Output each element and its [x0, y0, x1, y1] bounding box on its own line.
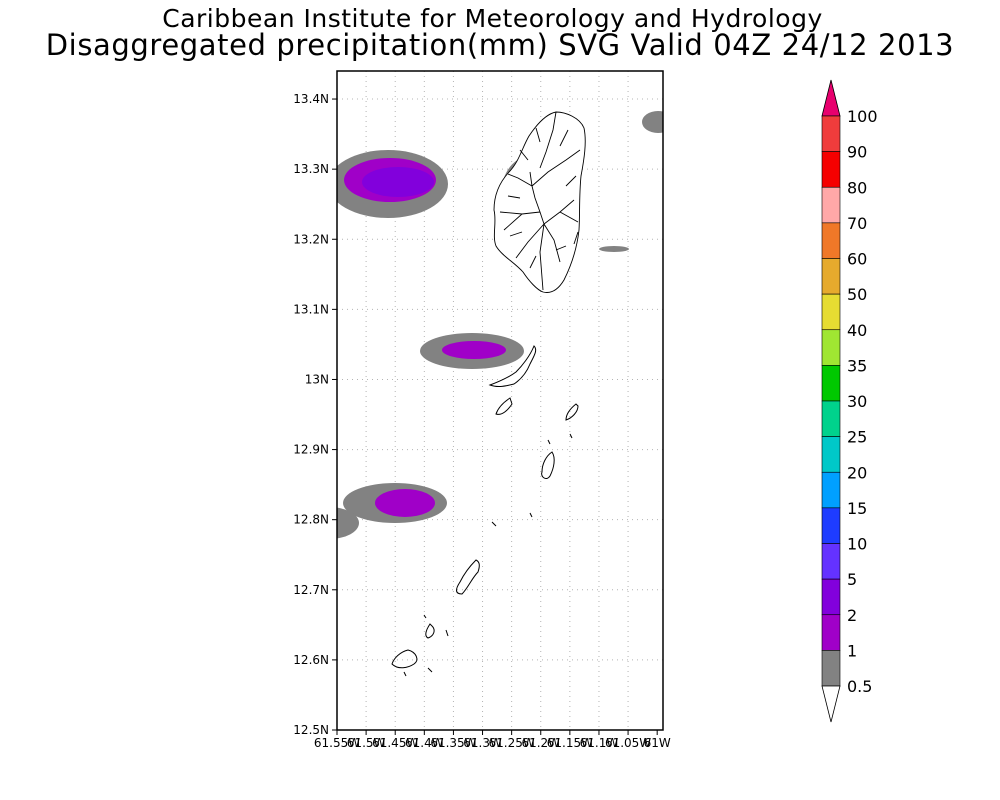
legend-color-box [821, 222, 841, 259]
legend-color-box [821, 115, 841, 152]
legend-arrow-bottom [821, 685, 841, 723]
precip-area [642, 111, 663, 133]
legend-label: 50 [847, 285, 867, 304]
precip-area [337, 150, 448, 218]
legend-color-box [821, 650, 841, 687]
legend-color-box [821, 258, 841, 295]
lon-tick-label: 61.55W [314, 736, 360, 750]
legend-label: 80 [847, 178, 867, 197]
legend-label: 35 [847, 356, 867, 375]
lon-tick-label: 61.35W [430, 736, 476, 750]
legend-label: 25 [847, 428, 867, 447]
legend-color-box [821, 436, 841, 473]
map-subtitle: Disaggregated precipitation(mm) SVG Vali… [45, 28, 955, 62]
lat-tick-label: 13.1N [293, 302, 329, 316]
precip-area [599, 246, 629, 252]
longitude-axis: 61.55W61.5W61.45W61.4W61.35W61.3W61.25W6… [314, 730, 671, 750]
legend-label: 70 [847, 214, 867, 233]
legend-label: 0.5 [847, 677, 872, 696]
legend-color-box [821, 543, 841, 580]
lon-tick-label: 61W [644, 736, 671, 750]
legend-color-box [821, 471, 841, 509]
lon-tick-label: 61.15W [547, 736, 593, 750]
legend-label: 30 [847, 392, 867, 411]
lat-tick-label: 12.9N [293, 443, 329, 457]
map-plot-area [337, 111, 663, 677]
latitude-axis: 13.4N 13.3N 13.2N 13.1N 13N 12.9N 12.8N 12.7N 12… [293, 92, 337, 737]
legend-label: 90 [847, 143, 867, 162]
legend-color-box [821, 400, 841, 437]
lat-tick-label: 12.6N [293, 653, 329, 667]
legend-label: 20 [847, 463, 867, 482]
legend-label: 2 [847, 606, 857, 625]
legend-color-box [821, 151, 841, 188]
legend-color-box [821, 578, 841, 616]
legend-color-box [821, 293, 841, 331]
legend-color-box [821, 614, 841, 651]
lat-tick-label: 13.3N [293, 162, 329, 176]
lat-tick-label: 13N [305, 372, 329, 386]
lat-tick-label: 13.2N [293, 232, 329, 246]
lon-tick-label: 61.5W [347, 736, 386, 750]
legend-color-box [821, 329, 841, 366]
legend-label: 5 [847, 570, 857, 589]
legend-color-box [821, 507, 841, 544]
lon-tick-label: 61.1W [580, 736, 619, 750]
lon-tick-label: 61.05W [605, 736, 651, 750]
precip-area [337, 483, 447, 539]
legend-label: 100 [847, 107, 878, 126]
lon-tick-label: 61.45W [372, 736, 418, 750]
legend-label: 1 [847, 641, 857, 660]
grenadines-islands [391, 345, 579, 677]
legend-color-box [821, 186, 841, 224]
legend-label: 15 [847, 499, 867, 518]
map-frame [336, 70, 664, 731]
lat-tick-label: 12.7N [293, 583, 329, 597]
lon-tick-label: 61.3W [463, 736, 502, 750]
island-saint-vincent [493, 111, 586, 293]
map-title: Caribbean Institute for Meteorology and … [162, 4, 823, 33]
lat-tick-label: 13.4N [293, 92, 329, 106]
lon-tick-label: 61.2W [521, 736, 560, 750]
precip-area [420, 333, 524, 369]
lat-tick-label: 12.5N [293, 723, 329, 737]
lat-tick-label: 12.8N [293, 513, 329, 527]
legend-label: 40 [847, 321, 867, 340]
legend-arrow-top [821, 79, 841, 117]
legend-label: 10 [847, 535, 867, 554]
legend-color-box [821, 365, 841, 402]
legend-label: 60 [847, 250, 867, 269]
lon-tick-label: 61.25W [489, 736, 535, 750]
precip-legend: 100 90 80 70 60 50 40 35 30 25 20 15 10 5 2 1 0.5 [821, 79, 878, 723]
lon-tick-label: 61.4W [405, 736, 444, 750]
